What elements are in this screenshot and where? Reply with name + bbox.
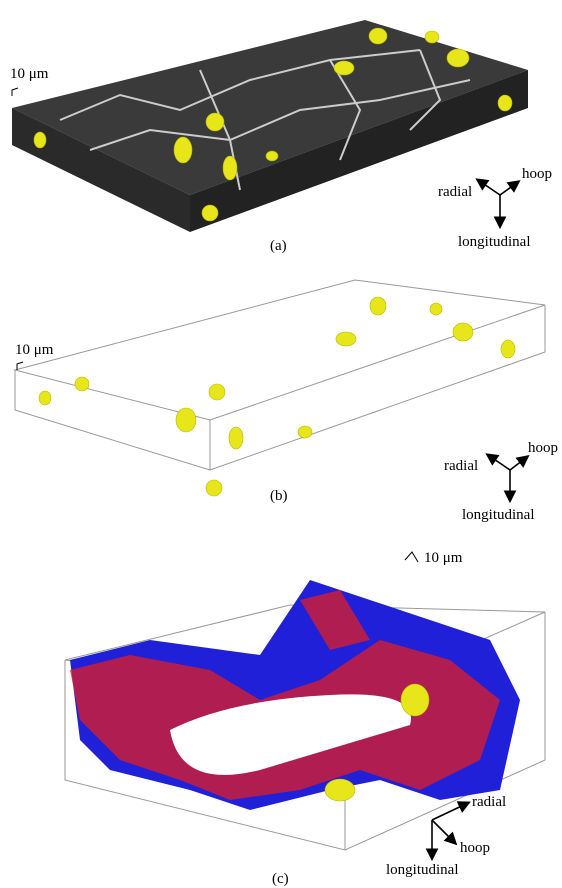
particle xyxy=(498,95,512,111)
scale-marker xyxy=(12,88,18,96)
panel-label: (b) xyxy=(270,488,288,504)
particle xyxy=(501,340,515,358)
axis-label: hoop xyxy=(460,840,490,856)
scale-label: 10 μm xyxy=(15,342,54,358)
panel-c: 10 μm radial hoop longitudinal (c) xyxy=(65,550,545,887)
panel-label: (a) xyxy=(270,238,287,254)
particle xyxy=(209,384,225,400)
box-top xyxy=(15,280,545,420)
axis-arrow xyxy=(488,455,510,470)
axis-arrow xyxy=(432,820,455,843)
panel-label: (c) xyxy=(272,871,289,887)
particle xyxy=(453,323,473,341)
particle xyxy=(75,377,89,391)
axis-arrow xyxy=(510,457,527,470)
axis-arrow xyxy=(500,182,518,195)
particle xyxy=(401,684,429,716)
particle xyxy=(223,156,237,180)
axis-label: longitudinal xyxy=(458,234,531,250)
particle xyxy=(334,61,354,75)
particle xyxy=(266,151,278,161)
axis-label: longitudinal xyxy=(462,507,535,523)
axis-label: longitudinal xyxy=(386,862,459,878)
panel-b: 10 μm radial hoop longitudinal (b) xyxy=(15,280,558,523)
particle xyxy=(229,427,243,449)
particle xyxy=(369,28,387,44)
particle xyxy=(39,391,51,405)
scale-label: 10 μm xyxy=(10,66,49,82)
particle xyxy=(34,132,46,148)
particle xyxy=(370,297,386,315)
axis-label: hoop xyxy=(522,166,552,182)
particle xyxy=(447,49,469,67)
axis-arrow xyxy=(432,803,468,820)
scale-label: 10 μm xyxy=(424,550,463,566)
axis-label: radial xyxy=(472,794,506,810)
figure: 10 μm radial hoop longitudinal (a) 10 μm… xyxy=(0,0,562,888)
particle xyxy=(176,408,196,432)
particle xyxy=(425,31,439,43)
axis-label: hoop xyxy=(528,440,558,456)
particle xyxy=(298,426,312,438)
axis-arrow xyxy=(478,180,500,195)
particle xyxy=(325,779,355,801)
panel-a: 10 μm radial hoop longitudinal (a) xyxy=(10,20,552,254)
particle xyxy=(336,332,356,346)
axis-label: radial xyxy=(438,184,472,200)
particle xyxy=(206,113,224,131)
axis-label: radial xyxy=(444,458,478,474)
particle xyxy=(206,480,222,496)
particle xyxy=(430,303,442,315)
particle xyxy=(202,205,218,221)
scale-marker xyxy=(405,552,418,562)
particle xyxy=(174,137,192,163)
